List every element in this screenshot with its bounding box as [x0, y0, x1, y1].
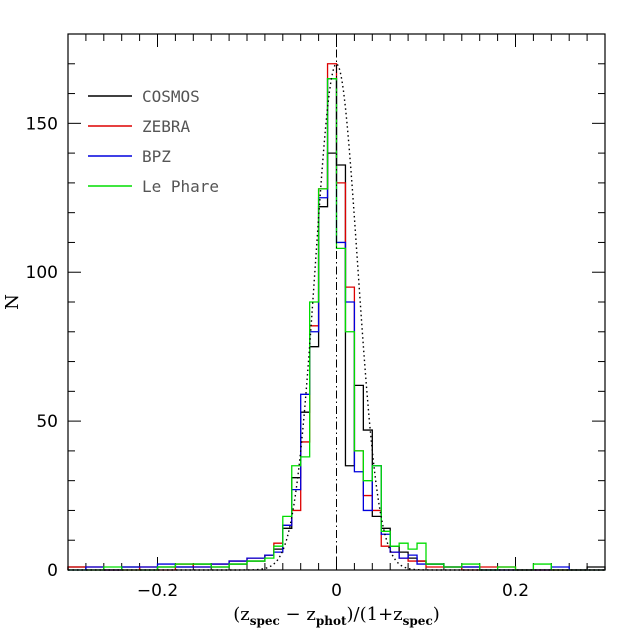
x-tick-label: −0.2 [137, 581, 178, 601]
legend-label: BPZ [142, 147, 171, 166]
x-label-text: )/(1+z [347, 604, 403, 625]
y-tick-label: 100 [26, 263, 58, 283]
y-tick-label: 50 [36, 412, 58, 432]
plot-frame [67, 33, 606, 571]
histogram-le-phare [68, 78, 605, 571]
x-label-subscript: spec [403, 614, 433, 628]
x-tick-label: 0 [331, 581, 342, 601]
x-tick-label: 0.2 [502, 581, 529, 601]
y-axis-label: N [2, 294, 23, 310]
gaussian-fit [68, 34, 605, 571]
y-tick-label: 150 [26, 114, 58, 134]
x-label-text: − z [280, 604, 316, 625]
x-label-subscript: spec [250, 614, 280, 628]
x-label-text: ) [433, 604, 440, 625]
legend-label: ZEBRA [142, 117, 191, 136]
x-axis-label: (zspec − zphot)/(1+zspec) [233, 604, 440, 628]
tick-labels: −0.2 0 0.2 0 50 100 150 [26, 114, 529, 601]
x-label-subscript: phot [316, 614, 347, 628]
legend-label: Le Phare [142, 177, 219, 196]
legend-label: COSMOS [142, 87, 200, 106]
histogram-series [67, 63, 606, 571]
y-tick-label: 0 [47, 561, 58, 581]
x-label-text: (z [233, 604, 250, 625]
legend: COSMOS ZEBRA BPZ Le Phare [88, 87, 219, 196]
